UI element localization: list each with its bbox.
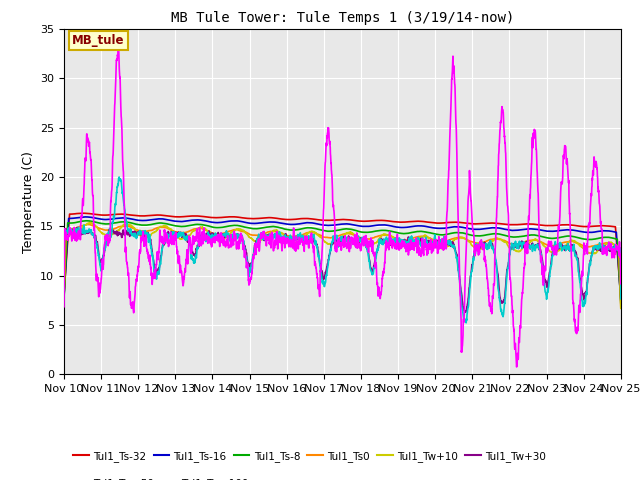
Line: Tul1_Ts0: Tul1_Ts0 [64, 224, 621, 308]
Tul1_Ts-16 [606, 228, 614, 234]
Tul1_Ts-16 [157, 216, 164, 222]
Tul1_Tw+10 [124, 222, 132, 228]
Legend: Tul1_Tw+50, Tul1_Tw+100: Tul1_Tw+50, Tul1_Tw+100 [69, 474, 253, 480]
Tul1_Ts-8 [298, 226, 306, 232]
Tul1_Tw+100 [513, 364, 520, 370]
Tul1_Tw+100 [547, 242, 554, 248]
Y-axis label: Temperature (C): Temperature (C) [22, 151, 35, 252]
Tul1_Ts-8 [83, 218, 90, 224]
Tul1_Ts-8 [606, 235, 614, 240]
Tul1_Tw+50 [60, 287, 68, 293]
Tul1_Tw+100 [274, 246, 282, 252]
Tul1_Ts0 [157, 224, 164, 230]
Tul1_Ts0 [274, 229, 282, 235]
Tul1_Ts-8 [546, 235, 554, 241]
Tul1_Ts-32 [80, 210, 88, 216]
Tul1_Tw+30 [274, 237, 282, 242]
Tul1_Ts-8 [124, 219, 132, 225]
Tul1_Tw+30 [547, 267, 554, 273]
Tul1_Tw+30 [157, 253, 164, 259]
Line: Tul1_Ts-8: Tul1_Ts-8 [64, 221, 621, 304]
Tul1_Tw+10 [606, 240, 614, 245]
Line: Tul1_Ts-32: Tul1_Ts-32 [64, 213, 621, 298]
Tul1_Tw+100 [115, 42, 122, 48]
Tul1_Tw+50 [617, 296, 625, 301]
Tul1_Tw+10 [60, 295, 68, 300]
Tul1_Tw+30 [617, 288, 625, 293]
Tul1_Tw+100 [298, 238, 306, 244]
Tul1_Ts-32 [157, 212, 164, 218]
Tul1_Tw+30 [606, 248, 614, 254]
Tul1_Tw+10 [157, 224, 164, 229]
Tul1_Ts-16 [274, 220, 282, 226]
Tul1_Ts-8 [60, 296, 68, 301]
Tul1_Tw+50 [124, 228, 132, 234]
Line: Tul1_Ts-16: Tul1_Ts-16 [64, 217, 621, 301]
Line: Tul1_Tw+10: Tul1_Tw+10 [64, 222, 621, 308]
Tul1_Ts0 [298, 232, 306, 238]
Tul1_Ts0 [60, 296, 68, 301]
Tul1_Ts-16 [81, 214, 89, 220]
Tul1_Tw+50 [462, 320, 470, 326]
Tul1_Tw+10 [274, 228, 282, 234]
Tul1_Ts0 [617, 305, 625, 311]
Tul1_Tw+30 [461, 309, 468, 315]
Tul1_Tw+50 [606, 245, 614, 251]
Tul1_Tw+100 [60, 304, 68, 310]
Tul1_Ts0 [84, 221, 92, 227]
Tul1_Tw+30 [298, 236, 306, 242]
Tul1_Tw+100 [606, 246, 614, 252]
Tul1_Ts-32 [298, 216, 306, 221]
Tul1_Ts-8 [617, 301, 625, 307]
Tul1_Tw+50 [547, 267, 554, 273]
Tul1_Tw+50 [274, 233, 282, 239]
Tul1_Ts-16 [60, 294, 68, 300]
Tul1_Ts-8 [274, 224, 282, 230]
Tul1_Ts-16 [546, 228, 554, 234]
Tul1_Tw+10 [546, 249, 554, 254]
Tul1_Ts-32 [546, 223, 554, 228]
Tul1_Ts-16 [617, 298, 625, 304]
Tul1_Tw+100 [157, 236, 164, 242]
Line: Tul1_Tw+100: Tul1_Tw+100 [64, 45, 621, 367]
Tul1_Tw+10 [86, 219, 94, 225]
Tul1_Tw+10 [617, 305, 625, 311]
Tul1_Tw+50 [157, 261, 164, 266]
Tul1_Tw+50 [115, 174, 123, 180]
Tul1_Ts-32 [60, 291, 68, 297]
Line: Tul1_Tw+30: Tul1_Tw+30 [64, 228, 621, 312]
Tul1_Ts-32 [606, 223, 614, 229]
Tul1_Ts0 [606, 240, 614, 246]
Tul1_Ts-32 [617, 295, 625, 301]
Tul1_Ts-16 [124, 216, 132, 221]
Tul1_Ts0 [124, 223, 132, 229]
Tul1_Tw+50 [298, 235, 306, 241]
Tul1_Tw+30 [124, 231, 132, 237]
Tul1_Ts-32 [124, 212, 132, 217]
Line: Tul1_Tw+50: Tul1_Tw+50 [64, 177, 621, 323]
Tul1_Tw+100 [124, 265, 132, 271]
Title: MB Tule Tower: Tule Temps 1 (3/19/14-now): MB Tule Tower: Tule Temps 1 (3/19/14-now… [171, 11, 514, 25]
Tul1_Tw+100 [617, 281, 625, 287]
Tul1_Ts-16 [298, 221, 306, 227]
Tul1_Tw+30 [74, 225, 81, 230]
Tul1_Ts-8 [157, 220, 164, 226]
Text: MB_tule: MB_tule [72, 35, 125, 48]
Tul1_Ts-32 [274, 216, 282, 221]
Tul1_Tw+10 [298, 236, 306, 242]
Tul1_Tw+30 [60, 299, 68, 304]
Tul1_Ts0 [546, 243, 554, 249]
